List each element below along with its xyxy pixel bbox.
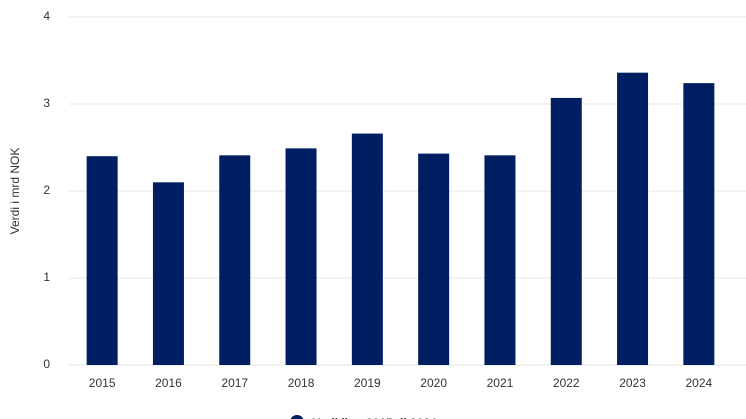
x-tick-label: 2022: [553, 376, 580, 390]
x-tick-label: 2015: [89, 376, 116, 390]
bar: [285, 148, 317, 365]
bar: [86, 156, 118, 365]
x-tick-label: 2024: [685, 376, 712, 390]
bar: [219, 155, 251, 365]
bar: [484, 155, 516, 365]
x-tick-label: 2021: [487, 376, 514, 390]
bar: [550, 97, 582, 365]
bar: [152, 182, 184, 365]
bar: [683, 83, 715, 366]
x-tick-label: 2018: [288, 376, 315, 390]
bar: [351, 133, 383, 365]
bar: [418, 153, 450, 365]
x-tick-label: 2019: [354, 376, 381, 390]
bar: [617, 72, 649, 366]
y-tick-label: 4: [43, 9, 50, 23]
x-tick-label: 2023: [619, 376, 646, 390]
y-tick-label: 3: [43, 96, 50, 110]
y-tick-label: 0: [43, 357, 50, 371]
legend-marker: [290, 415, 304, 419]
y-tick-label: 2: [43, 183, 50, 197]
y-axis-label: Verdi i mrd NOK: [8, 148, 22, 235]
legend-label: Utvikling 2015 til 2024: [312, 416, 437, 419]
x-tick-label: 2017: [221, 376, 248, 390]
x-tick-label: 2016: [155, 376, 182, 390]
y-tick-label: 1: [43, 270, 50, 284]
x-tick-label: 2020: [420, 376, 447, 390]
